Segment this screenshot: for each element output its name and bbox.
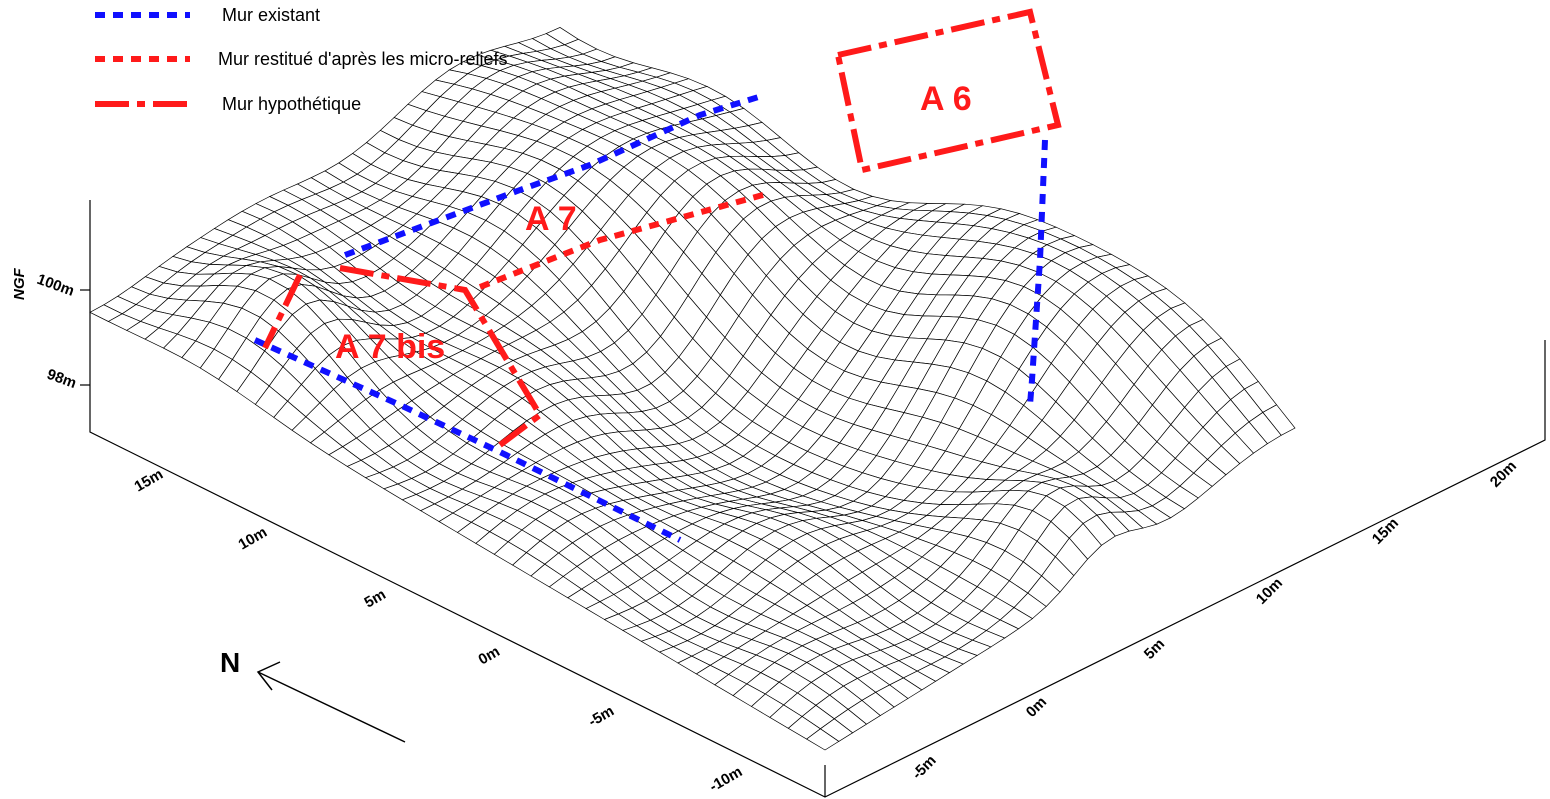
- legend-label: Mur restitué d'après les micro-reliefs: [218, 49, 508, 69]
- left-tick-label: -10m: [707, 763, 746, 795]
- left-tick-label: 0m: [476, 643, 503, 669]
- right-tick-label: 0m: [1023, 693, 1050, 720]
- area-label: A 7 bis: [335, 328, 445, 366]
- right-tick-label: 10m: [1253, 575, 1286, 608]
- wall-existing: [343, 92, 766, 258]
- area-label: A 7: [525, 200, 577, 238]
- legend: Mur existant Mur restitué d'après les mi…: [95, 5, 508, 114]
- wall-existing: [1027, 139, 1048, 406]
- axis-title: NGF: [11, 268, 28, 301]
- right-tick-label: 5m: [1141, 635, 1168, 662]
- wall-hypothetical: [834, 8, 1062, 174]
- left-tick-label: -5m: [586, 702, 618, 730]
- mesh-cell: [805, 728, 840, 751]
- wall-hypothetical: [339, 265, 544, 448]
- north-label: N: [220, 647, 240, 678]
- walls: [253, 8, 1062, 543]
- z-tick-label: 100m: [35, 271, 77, 300]
- left-tick-label: 15m: [132, 466, 167, 496]
- legend-label: Mur existant: [222, 5, 320, 25]
- arrow-shaft: [257, 671, 406, 743]
- z-tick-label: 98m: [45, 366, 79, 392]
- right-tick-label: -5m: [909, 752, 940, 783]
- area-label: A 6: [920, 80, 972, 118]
- right-tick-label: 20m: [1487, 458, 1520, 491]
- legend-label: Mur hypothétique: [222, 94, 361, 114]
- north-arrow: [256, 661, 406, 743]
- axes-box: [80, 200, 1546, 798]
- surface-mesh: [89, 27, 1296, 751]
- left-tick-label: 10m: [236, 524, 271, 554]
- arrow-head: [256, 661, 281, 691]
- left-tick-label: 5m: [362, 586, 389, 612]
- wall-hypothetical: [262, 273, 303, 350]
- wall-existing: [253, 337, 682, 543]
- wall-restored: [478, 190, 771, 290]
- right-tick-label: 15m: [1369, 515, 1402, 548]
